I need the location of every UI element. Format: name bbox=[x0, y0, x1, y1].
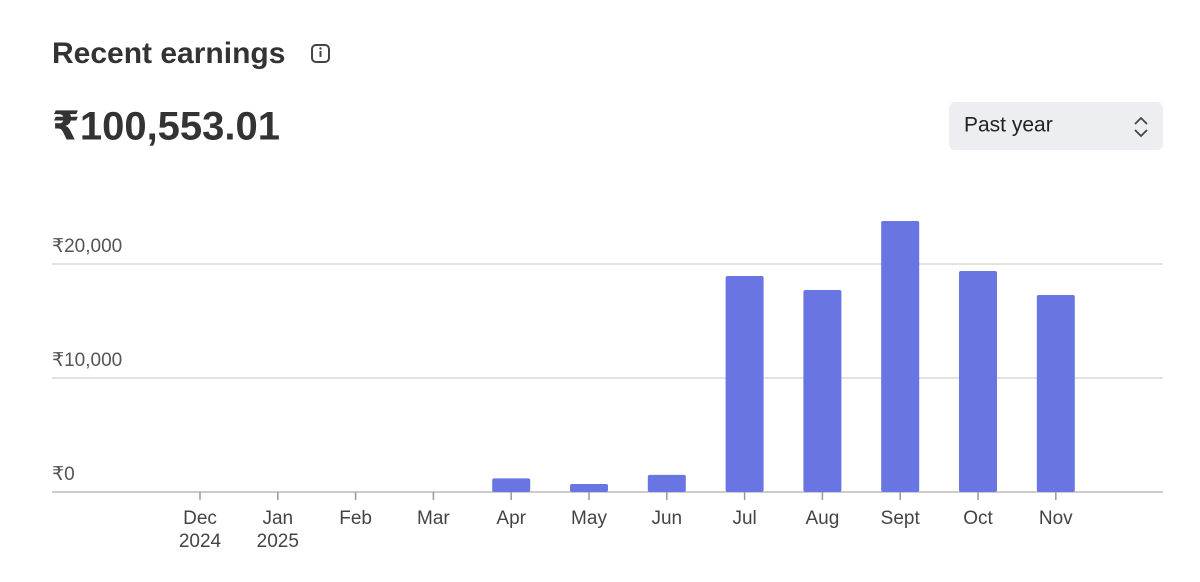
x-tick-label: Jan bbox=[262, 508, 293, 529]
x-tick-year: 2025 bbox=[257, 531, 299, 552]
x-tick-label: Nov bbox=[1039, 508, 1073, 529]
info-icon[interactable] bbox=[311, 44, 330, 63]
x-tick-label: Feb bbox=[339, 508, 372, 529]
x-tick-label: Jul bbox=[732, 508, 756, 529]
x-tick-label: Jun bbox=[651, 508, 682, 529]
bar bbox=[803, 289, 842, 492]
y-tick-label: ₹20,000 bbox=[52, 236, 122, 257]
x-tick-label: Sept bbox=[881, 508, 921, 529]
range-select-label: Past year bbox=[964, 114, 1053, 137]
bar bbox=[492, 478, 531, 492]
bar bbox=[1036, 295, 1075, 492]
bar bbox=[647, 474, 686, 492]
y-tick-label: ₹10,000 bbox=[52, 350, 122, 371]
x-tick-label: Aug bbox=[805, 508, 839, 529]
bar bbox=[725, 275, 764, 492]
bar bbox=[881, 221, 920, 492]
bar bbox=[570, 484, 608, 492]
total-earnings: ₹100,553.01 bbox=[52, 105, 280, 149]
x-tick-label: Mar bbox=[417, 508, 450, 529]
x-tick-label: Oct bbox=[963, 508, 993, 529]
range-select[interactable]: Past year bbox=[949, 102, 1163, 150]
bar bbox=[959, 270, 997, 492]
card-title: Recent earnings bbox=[52, 37, 285, 70]
x-tick-label: May bbox=[571, 508, 607, 529]
x-tick-label: Apr bbox=[496, 508, 526, 529]
x-tick-year: 2024 bbox=[179, 531, 222, 552]
y-tick-label: ₹0 bbox=[52, 464, 75, 485]
x-tick-label: Dec bbox=[183, 508, 217, 529]
